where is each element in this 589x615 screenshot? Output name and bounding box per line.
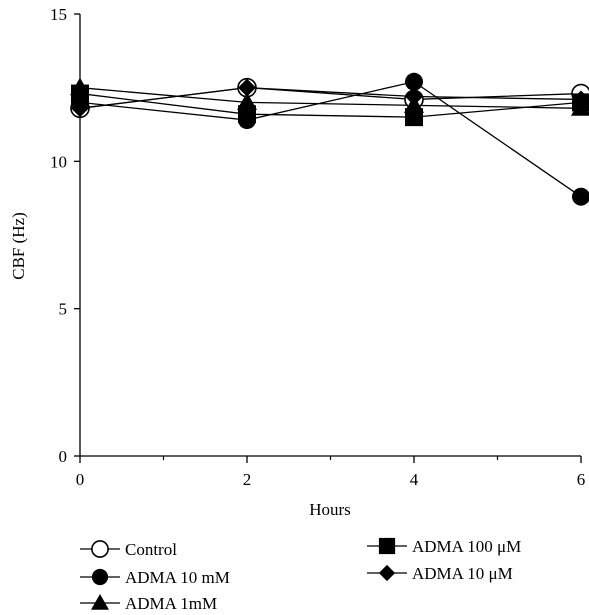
series-line — [79, 87, 582, 109]
x-tick-label: 6 — [577, 470, 586, 489]
x-tick-label: 2 — [243, 470, 252, 489]
data-point — [405, 87, 423, 106]
y-tick-label: 5 — [59, 300, 68, 319]
series-line — [79, 81, 582, 198]
legend-marker — [91, 540, 109, 558]
data-point — [71, 84, 89, 103]
y-tick-label: 10 — [50, 152, 67, 171]
x-tick-label: 4 — [410, 470, 419, 489]
legend: Control ADMA 10 mM ADMA 1mM ADMA 100 μM ADMA… — [80, 537, 521, 613]
x-axis-label: Hours — [309, 500, 351, 519]
data-point — [572, 90, 589, 109]
series-2 — [79, 81, 582, 198]
series-group — [70, 72, 589, 206]
y-axis-label: CBF (Hz) — [9, 212, 28, 280]
series-line — [79, 87, 582, 109]
data-point — [71, 99, 89, 118]
x-tick-label: 0 — [76, 470, 85, 489]
legend-marker — [378, 537, 396, 555]
legend-marker — [91, 568, 109, 586]
data-point — [238, 78, 256, 97]
legend-label: ADMA 1mM — [125, 594, 217, 613]
legend-label: Control — [125, 540, 177, 559]
series-4 — [79, 92, 582, 118]
legend-item: ADMA 10 μM — [367, 564, 513, 583]
legend-label: ADMA 100 μM — [412, 537, 521, 556]
legend-marker — [91, 594, 109, 610]
series-5 — [79, 87, 582, 109]
legend-item: Control — [80, 540, 177, 559]
legend-marker — [378, 564, 396, 582]
data-point — [405, 72, 423, 91]
legend-item: ADMA 100 μM — [367, 537, 521, 556]
legend-item: ADMA 1mM — [80, 594, 217, 613]
series-line — [79, 92, 582, 118]
legend-item: ADMA 10 mM — [80, 568, 230, 587]
legend-label: ADMA 10 mM — [125, 568, 230, 587]
y-tick-label: 15 — [50, 5, 67, 24]
data-point — [405, 108, 423, 127]
data-point — [238, 105, 256, 124]
data-point — [572, 187, 589, 206]
legend-label: ADMA 10 μM — [412, 564, 513, 583]
y-tick-label: 0 — [59, 447, 68, 466]
axes: 0 5 10 15 0 2 4 6 — [50, 5, 585, 489]
series-3 — [79, 87, 582, 109]
